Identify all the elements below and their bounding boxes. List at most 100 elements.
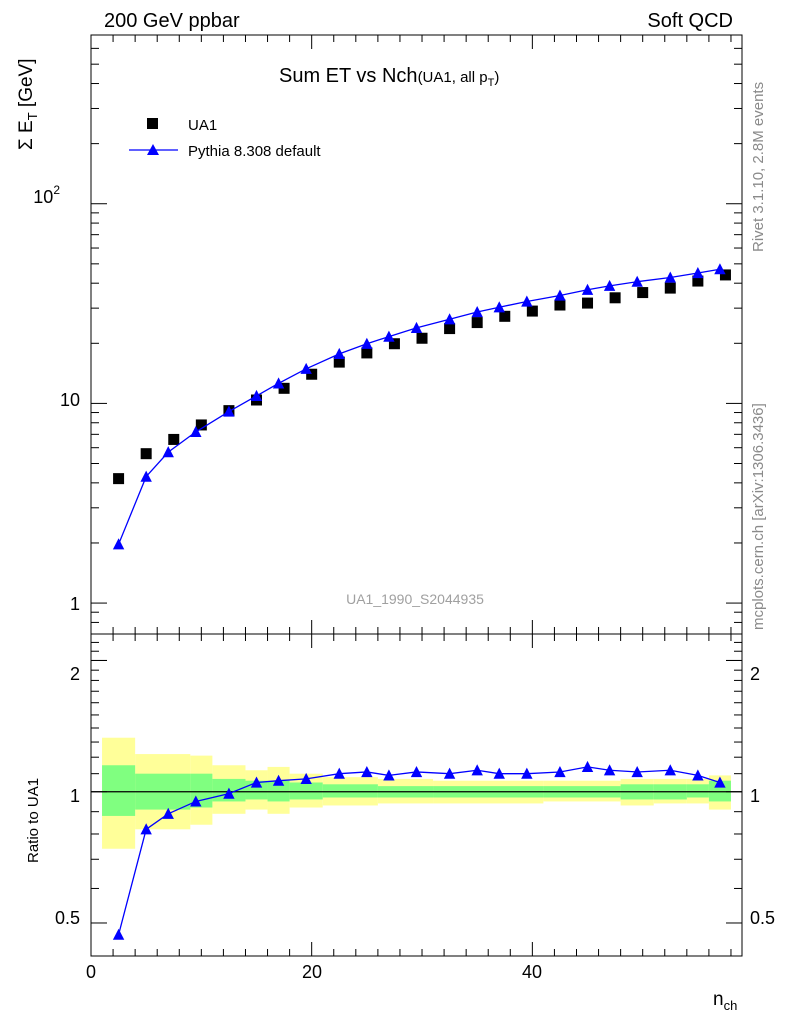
ratio-point-pythia	[361, 765, 373, 778]
ratio-point-pythia	[140, 823, 152, 835]
ratio-band-inner	[708, 780, 731, 802]
legend-marker-pythia	[147, 144, 159, 155]
data-point-pythia	[493, 301, 505, 313]
y-tick-label-100: 102	[33, 183, 60, 207]
data-point-ua1	[113, 473, 125, 485]
ratio-point-pythia	[714, 776, 726, 788]
data-point-ua1	[637, 287, 649, 299]
ratio-point-pythia	[250, 776, 263, 788]
data-point-pythia	[714, 263, 726, 275]
data-point-ua1	[471, 317, 483, 329]
data-point-ua1	[416, 332, 428, 344]
legend-label-pythia: Pythia 8.308 default	[188, 143, 321, 160]
data-point-pythia	[383, 330, 395, 342]
plot-title-sub: (UA1, all p	[418, 69, 488, 86]
ratio-point-pythia	[631, 765, 643, 778]
data-point-pythia	[112, 538, 125, 550]
ratio-point-pythia	[443, 767, 456, 779]
data-point-pythia	[190, 425, 202, 437]
ratio-bands	[102, 737, 731, 849]
ratio-band-inner	[322, 784, 378, 798]
y-axis-label-index: T	[25, 112, 40, 120]
side-text-top: Rivet 3.1.10, 2.8M events	[750, 82, 767, 252]
data-point-pythia	[521, 295, 533, 307]
data-point-ua1	[719, 269, 731, 281]
x-axis-label: nch	[713, 989, 737, 1013]
ratio-point-pythia	[521, 767, 533, 779]
plot-title-main: Sum ET vs Nch	[279, 65, 418, 87]
ratio-point-pythia	[112, 928, 125, 940]
ratio-point-pythia	[603, 764, 616, 776]
x-tick-label-40: 40	[522, 962, 542, 982]
data-point-ua1	[444, 323, 456, 335]
plot-title-sub-index: T	[488, 77, 495, 89]
x-axis-label-main: n	[713, 989, 724, 1010]
data-point-ua1	[609, 292, 621, 304]
data-point-ua1	[582, 297, 594, 309]
data-point-pythia	[603, 279, 616, 291]
data-point-ua1	[388, 338, 400, 350]
y-tick-label-10: 10	[60, 390, 80, 410]
y-tick-label-100-base: 10	[33, 187, 53, 207]
x-tick-label-0: 0	[86, 962, 96, 982]
data-point-pythia	[410, 321, 423, 333]
data-point-pythia	[692, 266, 704, 279]
data-point-pythia	[664, 271, 676, 283]
ratio-tick-label-right-0.5: 0.5	[750, 908, 775, 928]
ratio-tick-label-right-2: 2	[750, 664, 760, 684]
ratio-point-pythia	[300, 772, 312, 785]
data-point-ua1	[361, 347, 373, 359]
ratio-point-pythia	[190, 795, 202, 807]
ratio-tick-label-left-0.5: 0.5	[55, 908, 80, 928]
data-point-ua1	[499, 310, 511, 322]
ratio-point-pythia	[692, 769, 704, 781]
data-point-ua1	[195, 419, 207, 431]
data-point-pythia	[333, 347, 345, 359]
legend: UA1 Pythia 8.308 default	[129, 117, 321, 160]
x-axis-label-index: ch	[724, 998, 738, 1013]
data-point-ua1	[554, 299, 566, 311]
data-point-ua1	[664, 282, 676, 294]
ratio-band-inner	[102, 765, 136, 816]
main-panel: Sum ET vs Nch(UA1, all pT) UA1_1990_S204…	[16, 34, 743, 635]
ratio-point-pythia	[383, 769, 395, 781]
ratio-point-pythia	[162, 807, 174, 819]
series-line-pythia	[117, 268, 721, 545]
data-point-pythia	[443, 313, 456, 325]
y-axis-label: Σ ET [GeV]	[16, 58, 40, 150]
main-marks	[112, 263, 731, 550]
ratio-ticks	[90, 634, 742, 956]
y-axis-label-unit: [GeV]	[16, 58, 37, 112]
ratio-y-axis-label: Ratio to UA1	[25, 778, 42, 863]
data-point-ua1	[333, 356, 345, 368]
data-point-pythia	[272, 377, 285, 389]
ratio-point-pythia	[581, 760, 594, 773]
ratio-point-pythia	[493, 767, 505, 779]
data-point-pythia	[223, 405, 235, 417]
side-text-bottom: mcplots.cern.ch [arXiv:1306.3436]	[750, 403, 767, 630]
data-point-pythia	[361, 337, 373, 349]
ratio-band-inner	[686, 784, 709, 798]
ratio-point-pythia	[554, 765, 566, 778]
ratio-tick-label-left-1: 1	[70, 786, 80, 806]
y-tick-label-100-exp: 2	[53, 183, 60, 197]
data-point-pythia	[581, 283, 594, 295]
ratio-point-pythia	[664, 764, 676, 776]
data-point-ua1	[168, 433, 180, 445]
header-right: Soft QCD	[647, 10, 733, 32]
x-tick-label-20: 20	[302, 962, 322, 982]
data-point-pythia	[300, 362, 312, 374]
ratio-point-pythia	[410, 765, 423, 778]
data-point-pythia	[140, 470, 152, 482]
data-point-ua1	[140, 448, 152, 460]
data-point-pythia	[162, 446, 174, 458]
ratio-point-pythia	[272, 774, 285, 786]
data-point-pythia	[471, 305, 483, 318]
ratio-tick-label-right-1: 1	[750, 786, 760, 806]
header-left: 200 GeV ppbar	[104, 10, 240, 32]
ratio-marks	[112, 760, 726, 940]
ratio-band-inner	[267, 780, 290, 802]
ratio-point-pythia	[333, 767, 345, 779]
ratio-panel-frame	[90, 633, 743, 957]
